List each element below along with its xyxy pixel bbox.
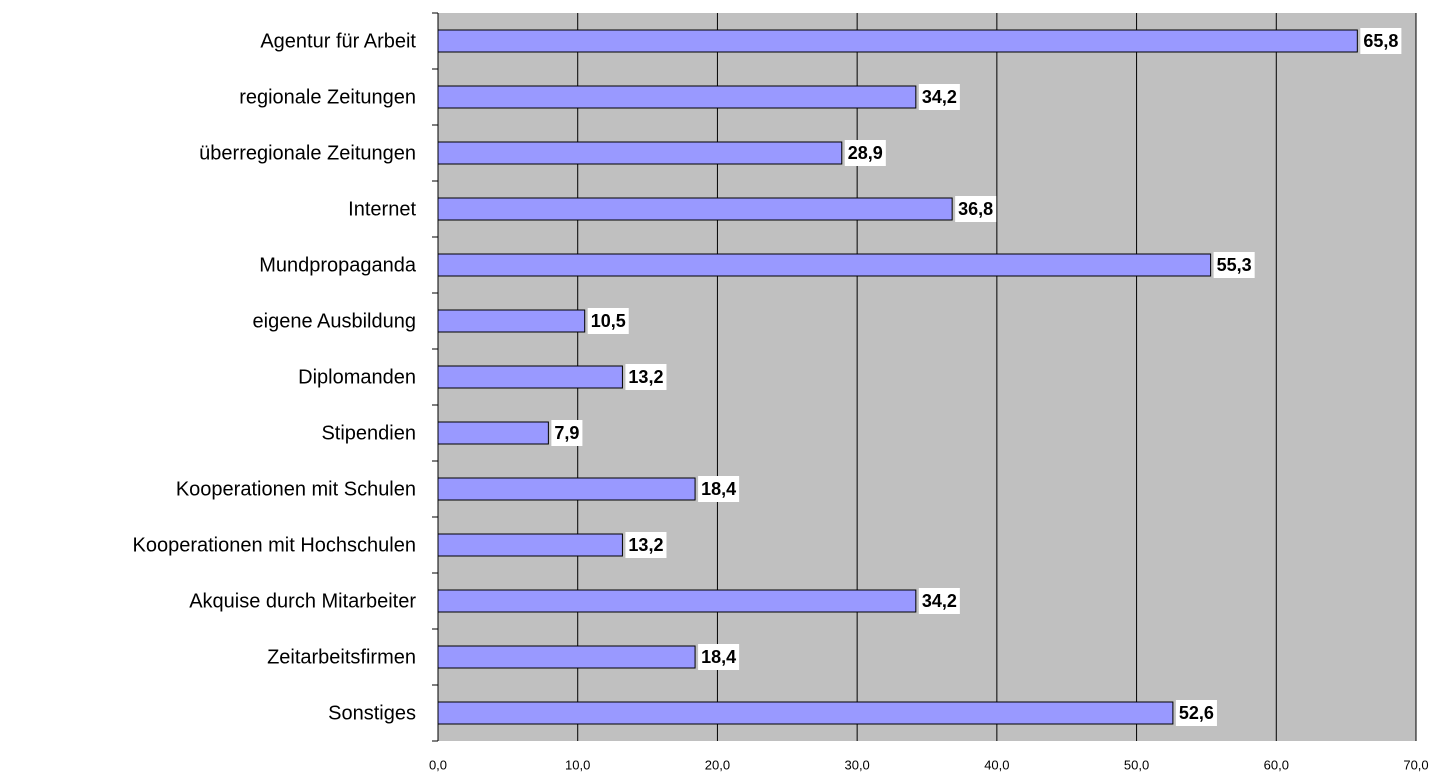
value-label: 7,9 bbox=[554, 423, 579, 443]
value-label-bg bbox=[698, 476, 740, 502]
bar bbox=[437, 533, 623, 557]
value-label: 28,9 bbox=[848, 143, 883, 163]
value-label: 52,6 bbox=[1179, 703, 1214, 723]
value-label-bg bbox=[587, 308, 629, 334]
value-label-bg bbox=[698, 644, 740, 670]
x-tick-label: 60,0 bbox=[1264, 757, 1289, 772]
value-label: 10,5 bbox=[591, 311, 626, 331]
value-label: 13,2 bbox=[628, 535, 663, 555]
bar bbox=[437, 365, 623, 389]
y-tick-label: Akquise durch Mitarbeiter bbox=[189, 590, 416, 612]
bar bbox=[437, 701, 1174, 725]
bar bbox=[437, 141, 843, 165]
bar bbox=[437, 197, 953, 221]
value-label: 34,2 bbox=[922, 87, 957, 107]
y-tick-label: Kooperationen mit Hochschulen bbox=[132, 534, 416, 556]
y-tick-label: Mundpropaganda bbox=[259, 254, 417, 276]
value-label: 65,8 bbox=[1363, 31, 1398, 51]
bar bbox=[437, 253, 1212, 277]
value-label: 18,4 bbox=[701, 479, 736, 499]
x-tick-label: 10,0 bbox=[565, 757, 590, 772]
value-label: 18,4 bbox=[701, 647, 736, 667]
value-label-bg bbox=[1360, 28, 1402, 54]
bar bbox=[437, 421, 549, 445]
value-label-bg bbox=[1213, 252, 1255, 278]
bar bbox=[437, 477, 696, 501]
bar bbox=[437, 645, 696, 669]
y-tick-label: regionale Zeitungen bbox=[239, 86, 416, 108]
x-tick-label: 20,0 bbox=[705, 757, 730, 772]
value-label-bg bbox=[918, 84, 960, 110]
bar bbox=[437, 589, 917, 613]
y-tick-label: Internet bbox=[348, 198, 416, 220]
x-tick-label: 50,0 bbox=[1124, 757, 1149, 772]
value-label-bg bbox=[551, 420, 583, 446]
bar bbox=[437, 309, 586, 333]
y-tick-label: eigene Ausbildung bbox=[253, 310, 416, 332]
bar bbox=[437, 85, 917, 109]
y-tick-label: Agentur für Arbeit bbox=[260, 30, 416, 52]
value-label-bg bbox=[625, 532, 667, 558]
x-tick-label: 0,0 bbox=[429, 757, 447, 772]
value-label-bg bbox=[625, 364, 667, 390]
x-tick-label: 40,0 bbox=[984, 757, 1009, 772]
value-label-bg bbox=[918, 588, 960, 614]
x-tick-label: 70,0 bbox=[1403, 757, 1428, 772]
y-tick-label: überregionale Zeitungen bbox=[199, 142, 416, 164]
y-tick-label: Stipendien bbox=[321, 422, 416, 444]
value-label-bg bbox=[955, 196, 997, 222]
value-label-bg bbox=[844, 140, 886, 166]
value-label: 13,2 bbox=[628, 367, 663, 387]
bar bbox=[437, 29, 1358, 53]
y-tick-label: Diplomanden bbox=[298, 366, 416, 388]
value-label-bg bbox=[1175, 700, 1217, 726]
value-label: 34,2 bbox=[922, 591, 957, 611]
x-tick-label: 30,0 bbox=[844, 757, 869, 772]
y-tick-label: Zeitarbeitsfirmen bbox=[267, 646, 416, 668]
y-tick-label: Kooperationen mit Schulen bbox=[176, 478, 416, 500]
value-label: 36,8 bbox=[958, 199, 993, 219]
value-label: 55,3 bbox=[1217, 255, 1252, 275]
y-tick-label: Sonstiges bbox=[328, 702, 416, 724]
